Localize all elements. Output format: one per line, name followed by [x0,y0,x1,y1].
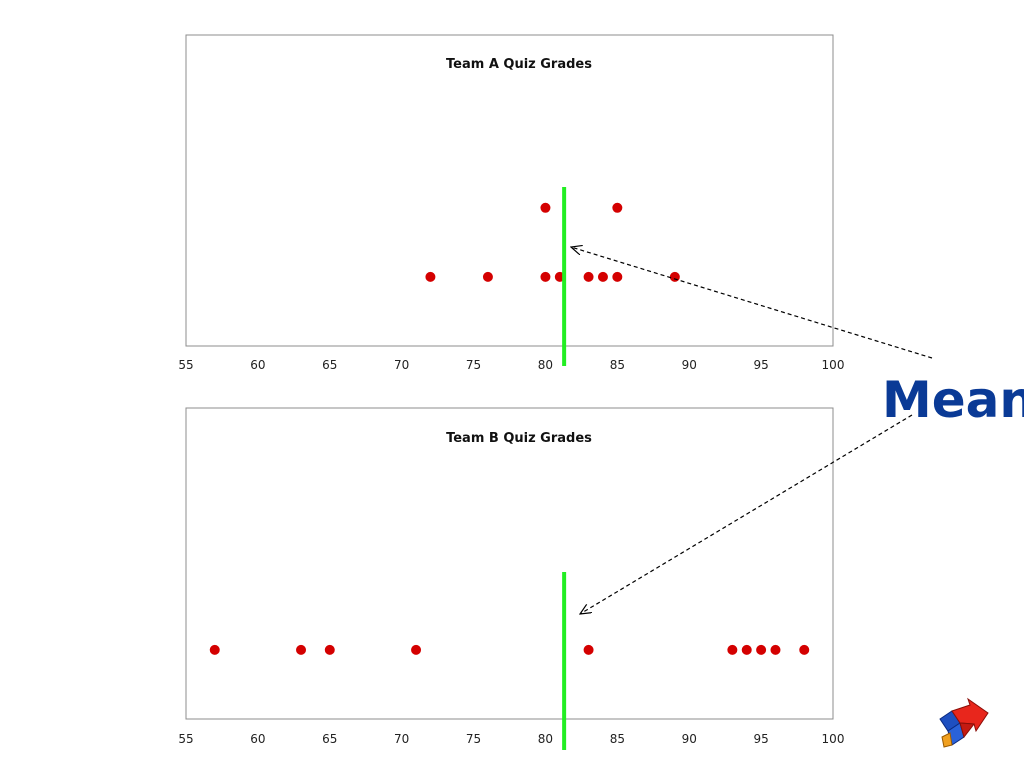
chart-team-b: Team B Quiz Grades 55 60 65 70 75 80 85 90 95 100 [178,407,844,750]
data-point [324,644,335,655]
data-point [425,271,436,282]
data-point [296,644,307,655]
data-point [612,271,623,282]
x-tick-label: 70 [394,358,409,372]
x-tick-label: 90 [682,732,697,746]
x-tick-label: 70 [394,732,409,746]
x-tick-label: 60 [250,358,265,372]
data-point [583,271,594,282]
data-point [482,271,493,282]
data-point [583,644,594,655]
data-point [411,644,422,655]
data-point [209,644,220,655]
x-tick-label: 65 [322,358,337,372]
x-tick-label: 60 [250,732,265,746]
x-tick-label: 100 [822,732,845,746]
x-axis-team-b: 55 60 65 70 75 80 85 90 95 100 [178,732,844,746]
points-team-b [209,644,810,655]
x-tick-label: 95 [753,358,768,372]
x-tick-label: 90 [682,358,697,372]
x-tick-label: 65 [322,732,337,746]
data-point [799,644,810,655]
x-tick-label: 55 [178,732,193,746]
chart-title-team-b: Team B Quiz Grades [446,431,592,446]
points-team-a [425,202,680,282]
x-tick-label: 95 [753,732,768,746]
plot-frame-team-b [185,407,834,720]
data-point [727,644,738,655]
chart-team-a: Team A Quiz Grades 55 60 65 70 75 80 85 90 95 100 [178,34,844,372]
x-tick-label: 85 [610,732,625,746]
x-tick-label: 80 [538,358,553,372]
x-tick-label: 80 [538,732,553,746]
x-tick-label: 75 [466,358,481,372]
data-point [770,644,781,655]
plot-frame-team-a [185,34,834,347]
data-point [741,644,752,655]
data-point [597,271,608,282]
x-axis-team-a: 55 60 65 70 75 80 85 90 95 100 [178,358,844,372]
chart-title-team-a: Team A Quiz Grades [446,57,592,72]
data-point [669,271,680,282]
data-point [756,644,767,655]
x-tick-label: 55 [178,358,193,372]
data-point [612,202,623,213]
arrow-logo-icon [939,697,989,748]
x-tick-label: 85 [610,358,625,372]
data-point [540,271,551,282]
mean-arrow-team-b [580,414,913,614]
x-tick-label: 100 [822,358,845,372]
x-tick-label: 75 [466,732,481,746]
mean-label: Mean [882,371,1024,429]
data-point [540,202,551,213]
